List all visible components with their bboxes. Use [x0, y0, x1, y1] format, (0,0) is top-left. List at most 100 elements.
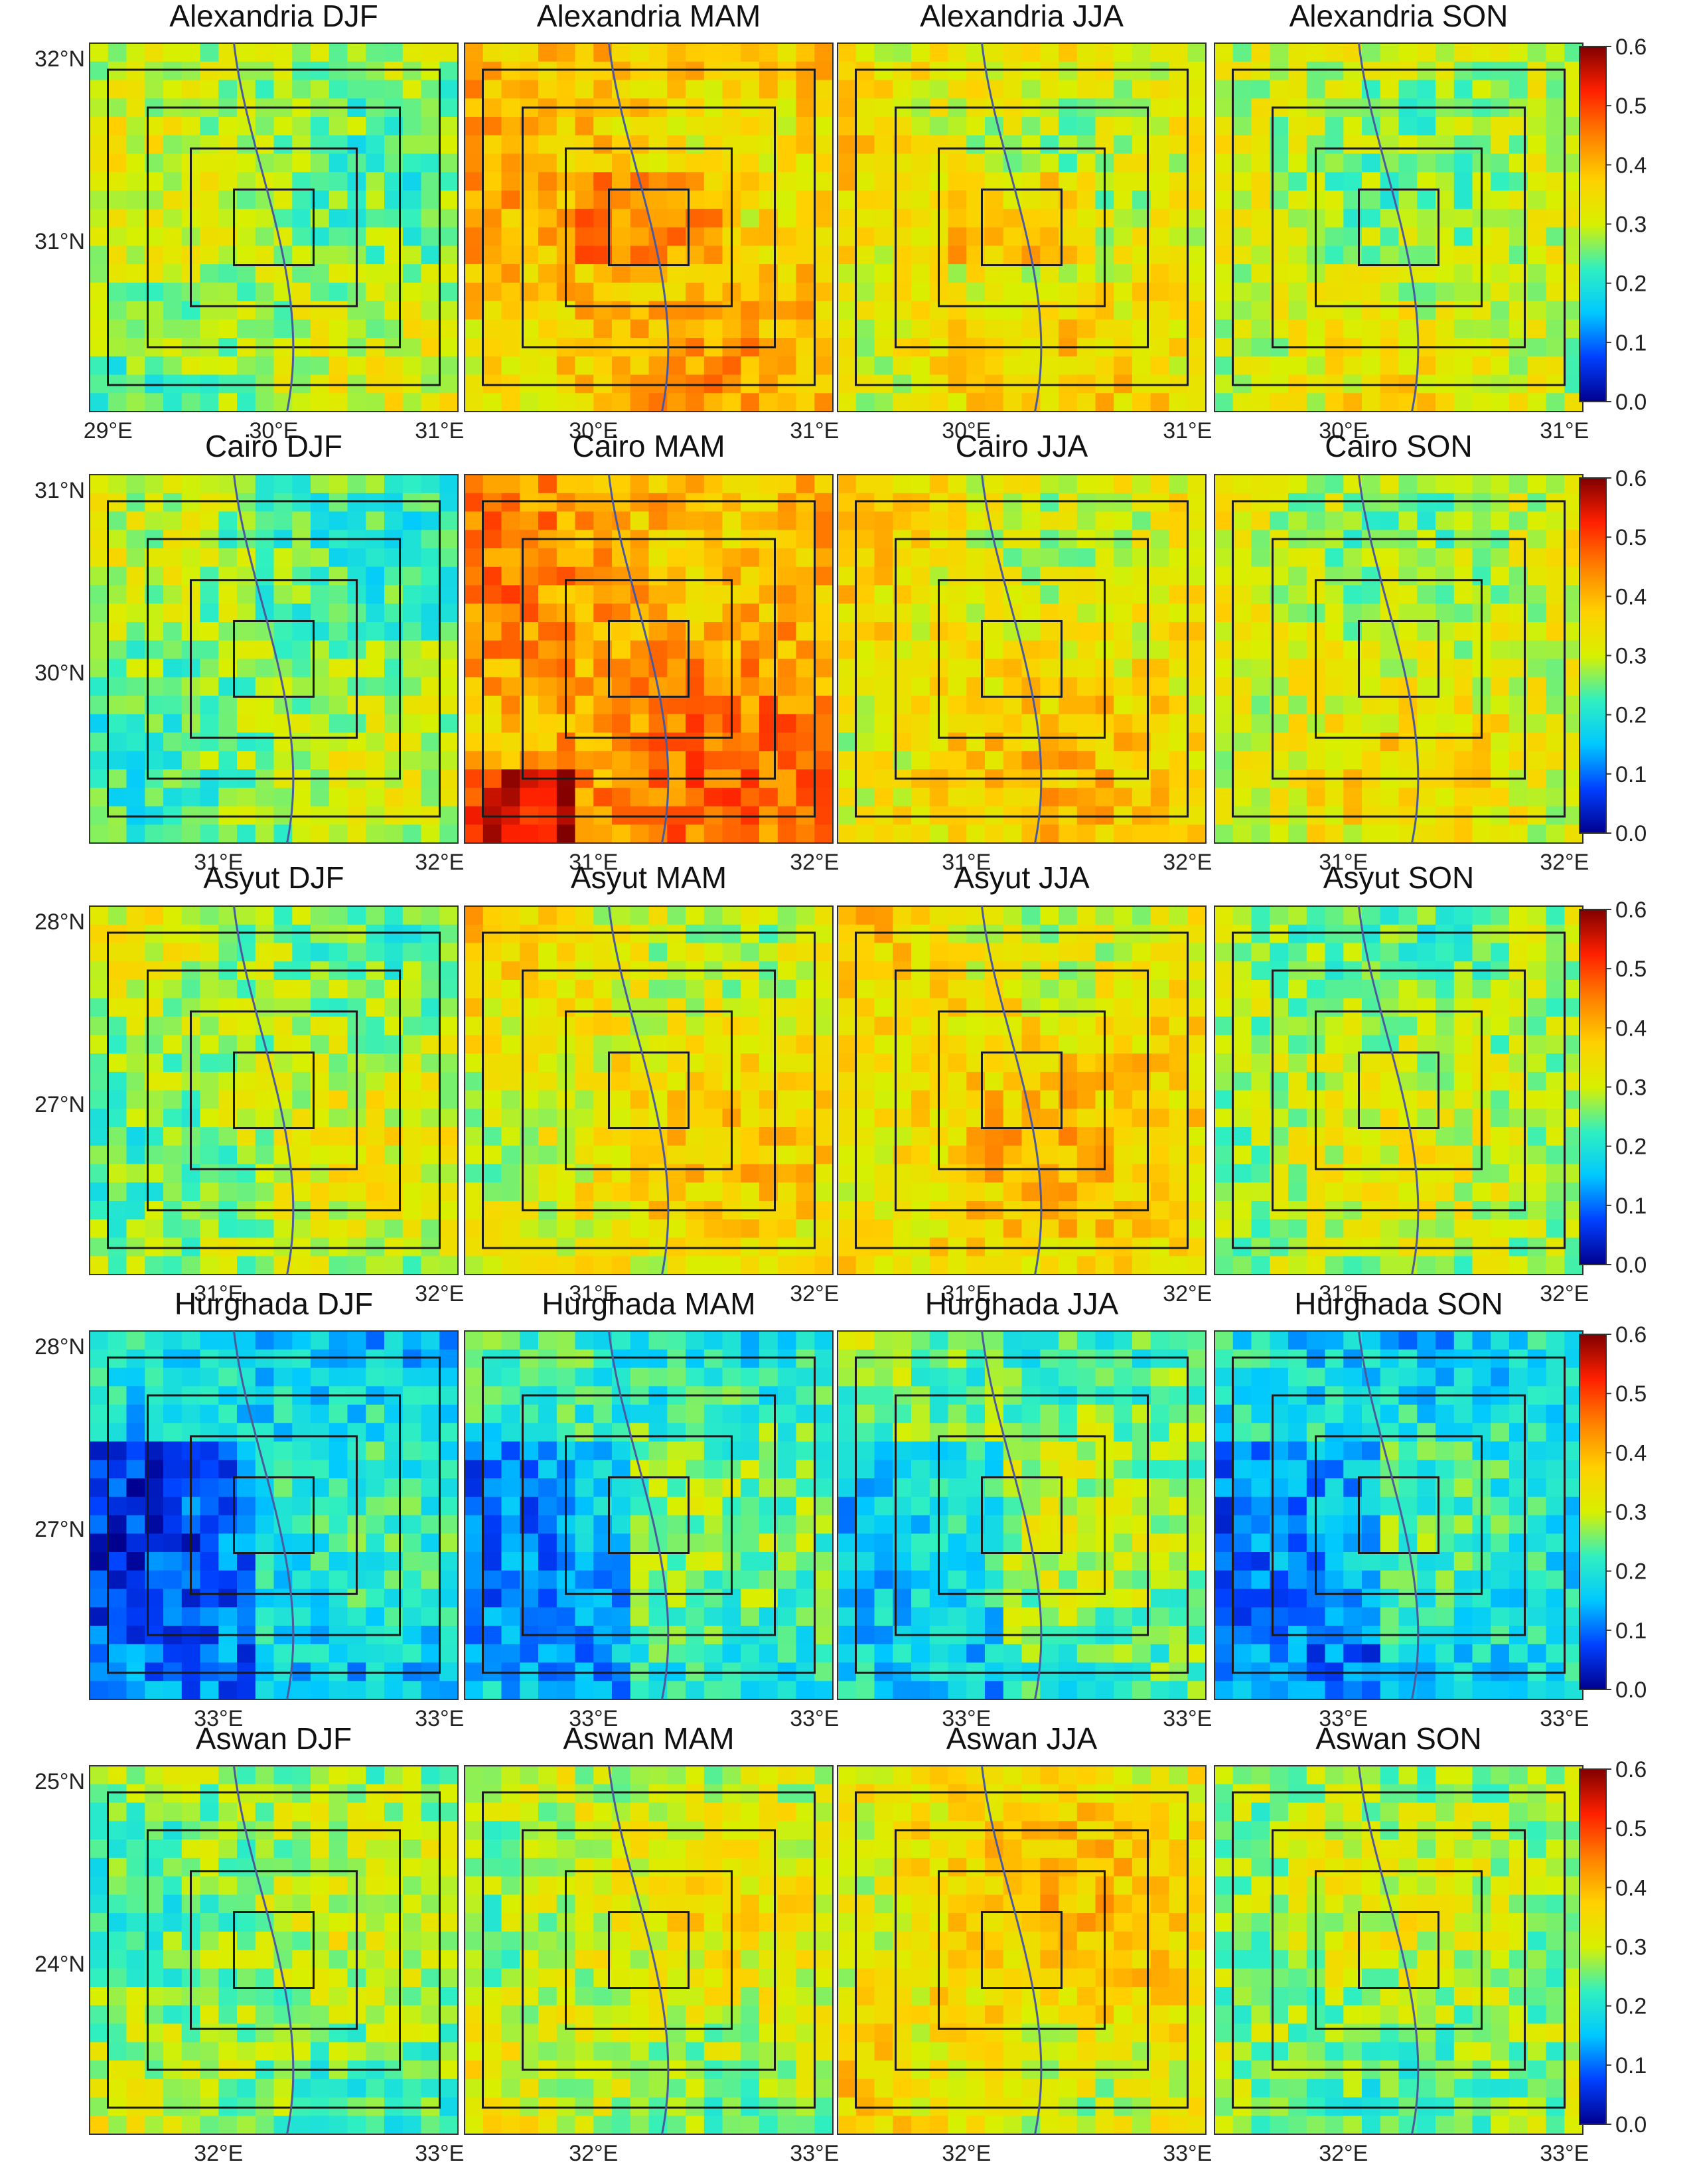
heatmap-cell — [1398, 135, 1418, 155]
heatmap-cell — [612, 906, 631, 925]
heatmap-cell — [1527, 191, 1547, 210]
heatmap-cell — [108, 1053, 127, 1073]
heatmap-cell — [218, 751, 238, 770]
heatmap-cell — [667, 246, 686, 265]
heatmap-cell — [575, 1219, 594, 1239]
heatmap-cell — [1232, 732, 1252, 751]
heatmap-cell — [108, 1145, 127, 1165]
heatmap-cell — [1040, 319, 1059, 339]
heatmap-cell — [929, 475, 949, 494]
heatmap-cell — [1325, 227, 1344, 246]
heatmap-cell — [421, 585, 440, 604]
heatmap-cell — [1527, 301, 1547, 320]
heatmap-cell — [722, 1219, 741, 1239]
heatmap-cell — [893, 356, 912, 376]
heatmap-cell — [482, 1201, 502, 1220]
heatmap-cell — [1021, 356, 1041, 376]
heatmap-cell — [329, 1053, 348, 1073]
heatmap-cell — [1040, 1053, 1059, 1073]
heatmap-cell — [667, 356, 686, 376]
heatmap-cell — [648, 493, 668, 512]
heatmap-cell — [855, 824, 875, 844]
heatmap-cell — [1362, 640, 1381, 660]
heatmap-cell — [1362, 1256, 1381, 1275]
heatmap-cell — [1435, 511, 1455, 530]
heatmap-cell — [911, 603, 930, 623]
heatmap-cell — [593, 787, 613, 807]
panel-frame — [89, 905, 459, 1275]
heatmap-cell — [329, 172, 348, 191]
heatmap-cell — [108, 1071, 127, 1091]
heatmap-cell — [814, 998, 834, 1018]
heatmap-cell — [1251, 906, 1270, 925]
heatmap-cell — [292, 1164, 311, 1183]
heatmap-cell — [1040, 1071, 1059, 1091]
heatmap-cell — [273, 117, 293, 136]
heatmap-cell — [273, 980, 293, 999]
heatmap-cell — [1527, 603, 1547, 623]
heatmap-cell — [421, 677, 440, 696]
heatmap-cell — [703, 751, 723, 770]
heatmap-cell — [814, 806, 834, 825]
heatmap-cell — [1527, 1090, 1547, 1109]
heatmap-cell — [1527, 696, 1547, 715]
heatmap-cell — [1251, 98, 1270, 117]
heatmap-cell — [1003, 246, 1023, 265]
heatmap-cell — [1169, 208, 1188, 228]
heatmap-cell — [200, 943, 219, 962]
heatmap-cell — [1398, 117, 1418, 136]
heatmap-cell — [145, 1331, 164, 1350]
heatmap-cell — [1215, 1090, 1234, 1109]
heatmap-cell — [329, 640, 348, 660]
heatmap-cell — [465, 1016, 484, 1036]
heatmap-cell — [163, 1182, 183, 1202]
heatmap-cell — [237, 117, 256, 136]
heatmap-cell — [402, 714, 422, 734]
heatmap-cell — [612, 153, 631, 173]
heatmap-cell — [439, 751, 459, 770]
heatmap-cell — [667, 135, 686, 155]
heatmap-cell — [948, 1164, 967, 1183]
heatmap-cell — [1215, 475, 1234, 494]
heatmap-cell — [538, 943, 557, 962]
heatmap-cell — [163, 622, 183, 641]
heatmap-cell — [1288, 548, 1307, 568]
heatmap-cell — [347, 475, 366, 494]
heatmap-cell — [1417, 301, 1436, 320]
heatmap-cell — [1491, 1053, 1510, 1073]
heatmap-cell — [777, 153, 797, 173]
heatmap-cell — [1251, 732, 1270, 751]
heatmap-cell — [366, 677, 385, 696]
heatmap-cell — [814, 511, 834, 530]
heatmap-cell — [855, 1109, 875, 1128]
heatmap-cell — [1325, 924, 1344, 944]
heatmap-cell — [838, 1127, 857, 1146]
heatmap-cell — [874, 1201, 893, 1220]
heatmap-cell — [255, 282, 275, 302]
heatmap-cell — [255, 998, 275, 1018]
heatmap-cell — [1546, 511, 1565, 530]
heatmap-cell — [218, 714, 238, 734]
heatmap-cell — [1417, 319, 1436, 339]
heatmap-cell — [482, 1164, 502, 1183]
heatmap-cell — [1232, 393, 1252, 412]
region-box — [147, 969, 401, 1211]
heatmap-cell — [855, 1127, 875, 1146]
heatmap-cell — [108, 1035, 127, 1054]
heatmap-cell — [929, 61, 949, 81]
heatmap-cell — [855, 117, 875, 136]
heatmap-cell — [126, 585, 145, 604]
panel-title: Alexandria JJA — [920, 0, 1124, 33]
heatmap-cell — [1362, 824, 1381, 844]
heatmap-cell — [538, 493, 557, 512]
heatmap-cell — [421, 61, 440, 81]
heatmap-cell — [703, 475, 723, 494]
heatmap-cell — [612, 172, 631, 191]
heatmap-cell — [722, 924, 741, 944]
heatmap-cell — [703, 1053, 723, 1073]
heatmap-cell — [1003, 282, 1023, 302]
heatmap-cell — [838, 924, 857, 944]
heatmap-cell — [874, 61, 893, 81]
heatmap-cell — [200, 1035, 219, 1054]
heatmap-cell — [648, 998, 668, 1018]
